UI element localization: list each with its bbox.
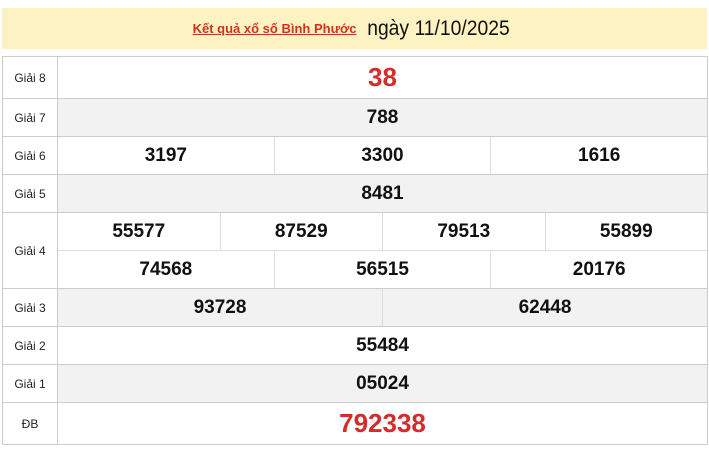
prize-number: 8481 <box>361 182 404 204</box>
prize-number: 93728 <box>193 296 247 318</box>
results-table: Giải 8 38 Giải 7 788 Giải 6 3197 3300 1616 Giải … <box>2 56 708 445</box>
draw-date: ngày 11/10/2025 <box>367 16 511 40</box>
prize-number: 788 <box>366 106 399 128</box>
result-header: Kết quả xổ số Bình Phước ngày 11/10/2025 <box>2 8 707 49</box>
prize-row: Giải 1 05024 <box>3 365 707 403</box>
prize-row: Giải 7 788 <box>3 99 707 137</box>
prize-row: Giải 2 55484 <box>3 327 707 365</box>
prize-number: 3197 <box>144 144 187 166</box>
prize-number: 05024 <box>356 372 409 394</box>
prize-row: Giải 8 38 <box>3 57 707 99</box>
prize-number: 38 <box>368 62 397 92</box>
prize-label: Giải 3 <box>3 289 58 326</box>
prize-label: Giải 1 <box>3 365 58 402</box>
prize-number: 55899 <box>544 213 708 250</box>
prize-number: 792338 <box>339 408 426 438</box>
prize-label: Giải 8 <box>3 57 58 98</box>
prize-number: 20176 <box>490 251 707 288</box>
prize-number: 3300 <box>273 137 491 174</box>
prize-row: Giải 6 3197 3300 1616 <box>3 137 707 175</box>
prize-row: Giải 5 8481 <box>3 175 707 213</box>
prize-number: 79513 <box>382 213 545 250</box>
prize-row: Giải 3 93728 62448 <box>3 289 707 327</box>
prize-label: Giải 6 <box>3 137 58 174</box>
prize-label: Giải 2 <box>3 327 58 364</box>
prize-label: Giải 7 <box>3 99 58 136</box>
lottery-title-link[interactable]: Kết quả xổ số Bình Phước <box>192 21 357 36</box>
prize-number: 1616 <box>490 137 707 174</box>
prize-number: 55484 <box>356 334 409 356</box>
prize-number: 74568 <box>139 258 193 280</box>
prize-row: ĐB 792338 <box>3 403 707 445</box>
prize-number: 87529 <box>219 213 383 250</box>
prize-label: Giải 5 <box>3 175 58 212</box>
prize-number: 56515 <box>273 251 491 288</box>
prize-label: ĐB <box>3 403 58 444</box>
prize-number: 62448 <box>382 289 707 326</box>
prize-row: Giải 4 55577 87529 79513 55899 74568 56515 2017… <box>3 213 707 289</box>
prize-number: 55577 <box>112 220 166 242</box>
prize-label: Giải 4 <box>3 213 58 288</box>
